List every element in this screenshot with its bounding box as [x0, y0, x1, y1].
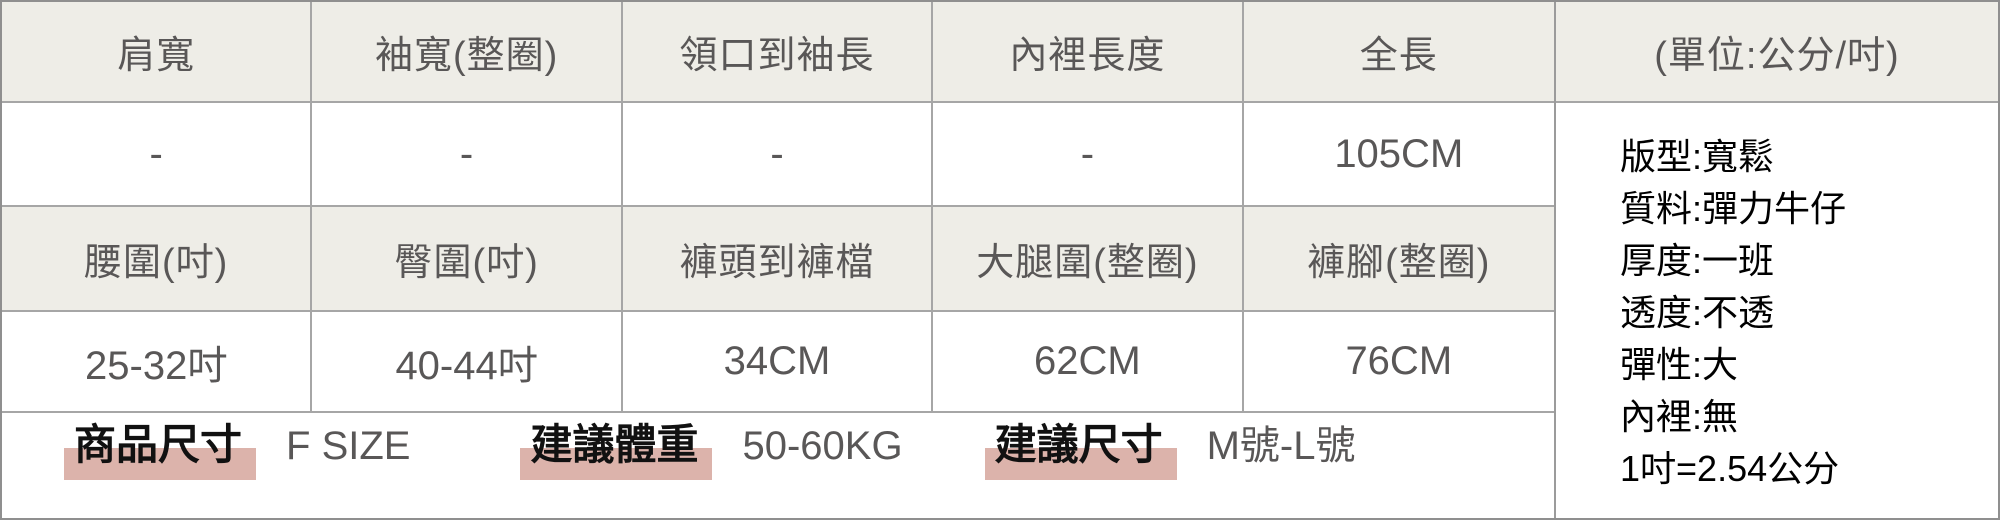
- info-line-fit: 版型:寬鬆: [1620, 136, 1775, 177]
- footer-row: 商品尺寸 F SIZE 建議體重 50-60KG 建議尺寸 M號-L號: [2, 413, 1554, 518]
- value-cell-rise: 34CM: [622, 312, 934, 413]
- header-cell-shoulder-width: 肩寬: [2, 2, 313, 103]
- suggested-size-value: M號-L號: [1206, 424, 1356, 468]
- info-panel: (單位:公分/吋) 版型:寬鬆 質料:彈力牛仔 厚度:一班 透度:不透 彈性:大…: [1554, 2, 1998, 518]
- info-line-inch-conversion: 1吋=2.54公分: [1620, 448, 1840, 489]
- value-cell-shoulder-width: -: [2, 103, 313, 207]
- info-line-thickness: 厚度:一班: [1620, 240, 1775, 281]
- header-cell-rise: 褲頭到褲檔: [622, 207, 934, 312]
- value-cell-waist: 25-32吋: [2, 312, 313, 413]
- value-cell-lining-length: -: [933, 103, 1244, 207]
- value-cell-sleeve-width: -: [312, 103, 623, 207]
- value-cell-leg-opening: 76CM: [1243, 312, 1554, 413]
- info-line-material: 質料:彈力牛仔: [1620, 188, 1847, 229]
- value-cell-hip: 40-44吋: [312, 312, 623, 413]
- value-cell-neck-to-sleeve: -: [622, 103, 934, 207]
- suggested-size-label: 建議尺寸: [984, 422, 1177, 480]
- suggested-weight-label: 建議體重: [520, 422, 713, 480]
- unit-note-header: (單位:公分/吋): [1556, 2, 1998, 103]
- info-line-lining: 內裡:無: [1620, 396, 1739, 437]
- info-line-stretch: 彈性:大: [1620, 344, 1739, 385]
- value-cell-thigh: 62CM: [933, 312, 1244, 413]
- header-cell-sleeve-width: 袖寬(整圈): [312, 2, 623, 103]
- product-size-label: 商品尺寸: [64, 422, 257, 480]
- header-cell-hip: 臀圍(吋): [312, 207, 623, 312]
- info-body: 版型:寬鬆 質料:彈力牛仔 厚度:一班 透度:不透 彈性:大 內裡:無 1吋=2…: [1556, 103, 1998, 495]
- header-cell-neck-to-sleeve: 領口到袖長: [622, 2, 934, 103]
- product-size-value: F SIZE: [286, 424, 411, 468]
- header-cell-waist: 腰圍(吋): [2, 207, 313, 312]
- size-table: 肩寬 袖寬(整圈) 領口到袖長 內裡長度 全長 - - - - 105CM 腰圍…: [2, 2, 1554, 518]
- header-cell-leg-opening: 褲腳(整圈): [1243, 207, 1554, 312]
- header-cell-lining-length: 內裡長度: [933, 2, 1244, 103]
- value-cell-total-length: 105CM: [1243, 103, 1554, 207]
- info-line-sheerness: 透度:不透: [1620, 292, 1775, 333]
- header-cell-total-length: 全長: [1243, 2, 1554, 103]
- header-cell-thigh: 大腿圍(整圈): [933, 207, 1244, 312]
- suggested-weight-value: 50-60KG: [742, 424, 903, 468]
